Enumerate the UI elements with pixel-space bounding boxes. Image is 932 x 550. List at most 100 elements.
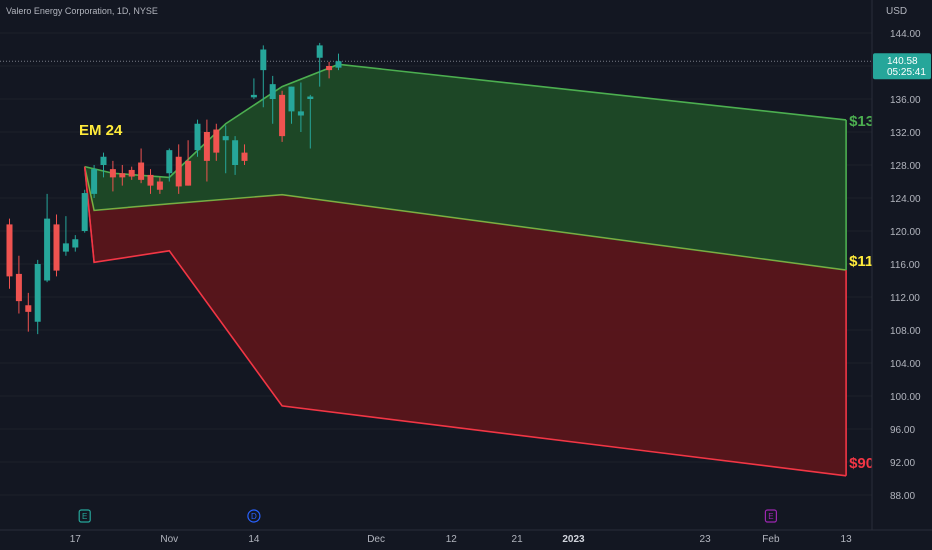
candle[interactable] — [100, 152, 107, 178]
candle-body — [222, 136, 229, 141]
candle[interactable] — [185, 140, 192, 186]
candle[interactable] — [307, 94, 314, 149]
candle-body — [6, 224, 13, 277]
candle[interactable] — [241, 144, 248, 165]
candle-body — [100, 156, 107, 165]
candle-body — [128, 169, 135, 177]
dividend-marker[interactable]: D — [247, 509, 261, 523]
earnings-marker[interactable]: E — [78, 509, 91, 523]
candle-body — [138, 162, 145, 180]
y-tick-label: 88.00 — [890, 491, 915, 502]
candle-body — [15, 273, 22, 302]
y-tick-label: 132.00 — [890, 128, 921, 139]
start-edge — [84, 166, 95, 263]
candle[interactable] — [194, 119, 201, 157]
candle[interactable] — [203, 119, 210, 182]
candle[interactable] — [34, 259, 41, 335]
marker-letter: E — [768, 512, 773, 521]
candle-body — [203, 132, 210, 161]
candle-body — [147, 174, 154, 186]
candle-body — [335, 61, 342, 68]
candle[interactable] — [288, 86, 295, 124]
candle[interactable] — [91, 165, 98, 198]
candle[interactable] — [147, 169, 154, 194]
candle[interactable] — [175, 144, 182, 194]
candle-body — [194, 123, 201, 151]
candle[interactable] — [53, 214, 60, 277]
mid-line-accent — [84, 166, 847, 271]
candle-body — [185, 160, 192, 186]
x-tick-label: 23 — [700, 534, 712, 545]
candle-body — [250, 94, 257, 98]
candle[interactable] — [109, 160, 116, 192]
marker-shape — [247, 509, 261, 523]
candle-body — [297, 111, 304, 116]
expected-move-label: EM 24 — [79, 122, 123, 139]
upper-zone — [84, 64, 847, 271]
lower-zone — [84, 166, 847, 476]
bar-countdown: 05:25:41 — [887, 67, 926, 78]
candlestick-series[interactable] — [6, 42, 342, 335]
candle[interactable] — [222, 125, 229, 174]
candle[interactable] — [81, 189, 88, 233]
candle-body — [241, 152, 248, 161]
marker-letter: D — [251, 512, 257, 521]
y-tick-label: 112.00 — [890, 293, 920, 304]
candle-body — [175, 156, 182, 187]
price-axis[interactable]: USD 88.00 92.00 96.00 100.00 104.00 108.00 112… — [871, 0, 932, 530]
candle[interactable] — [279, 90, 286, 142]
chart-title: Valero Energy Corporation, 1D, NYSE — [6, 6, 158, 16]
candle-body — [288, 86, 295, 112]
candle[interactable] — [62, 216, 69, 256]
candle-body — [307, 96, 314, 99]
candle[interactable] — [156, 177, 163, 194]
candle-body — [72, 239, 79, 248]
candle-body — [213, 129, 220, 153]
candle[interactable] — [72, 235, 79, 252]
candle[interactable] — [213, 123, 220, 161]
y-tick-label: 108.00 — [890, 326, 921, 337]
candle-body — [316, 45, 323, 58]
y-tick-label: 136.00 — [890, 95, 921, 106]
earnings-marker[interactable]: E — [764, 509, 778, 523]
last-price-tag: 140.58 05:25:41 — [873, 53, 931, 80]
candle[interactable] — [326, 61, 333, 79]
candle-body — [232, 140, 239, 165]
candle[interactable] — [44, 193, 51, 283]
candle[interactable] — [269, 75, 276, 124]
candle[interactable] — [232, 136, 239, 175]
candle-body — [53, 224, 60, 271]
time-axis[interactable]: 17 Nov 14 Dec 12 21 2023 23 Feb 13 — [0, 529, 932, 550]
y-tick-label: 124.00 — [890, 194, 921, 205]
y-tick-label: 96.00 — [890, 425, 915, 436]
candle[interactable] — [138, 148, 145, 184]
candle[interactable] — [335, 53, 342, 71]
candle[interactable] — [250, 78, 257, 99]
candle-body — [109, 169, 116, 178]
x-tick-label: Nov — [160, 534, 178, 545]
candle-body — [119, 173, 126, 178]
candle-body — [156, 181, 163, 190]
marker-shape — [764, 509, 778, 523]
candle[interactable] — [25, 292, 32, 332]
y-tick-label: 92.00 — [890, 458, 915, 469]
candle[interactable] — [297, 82, 304, 133]
candle[interactable] — [260, 45, 267, 108]
candle-body — [44, 218, 51, 281]
candle-body — [166, 150, 173, 174]
candle-body — [91, 169, 98, 194]
x-tick-label: 17 — [70, 534, 82, 545]
candle[interactable] — [6, 218, 13, 289]
candle-body — [34, 264, 41, 322]
candle[interactable] — [15, 255, 22, 314]
y-tick-label: 116.00 — [890, 260, 920, 271]
candle[interactable] — [316, 42, 323, 87]
candle-body — [279, 94, 286, 137]
x-tick-label: Feb — [762, 534, 780, 545]
candle[interactable] — [166, 148, 173, 182]
candle[interactable] — [128, 166, 135, 180]
candle[interactable] — [119, 165, 126, 186]
x-tick-label: 2023 — [562, 534, 585, 545]
